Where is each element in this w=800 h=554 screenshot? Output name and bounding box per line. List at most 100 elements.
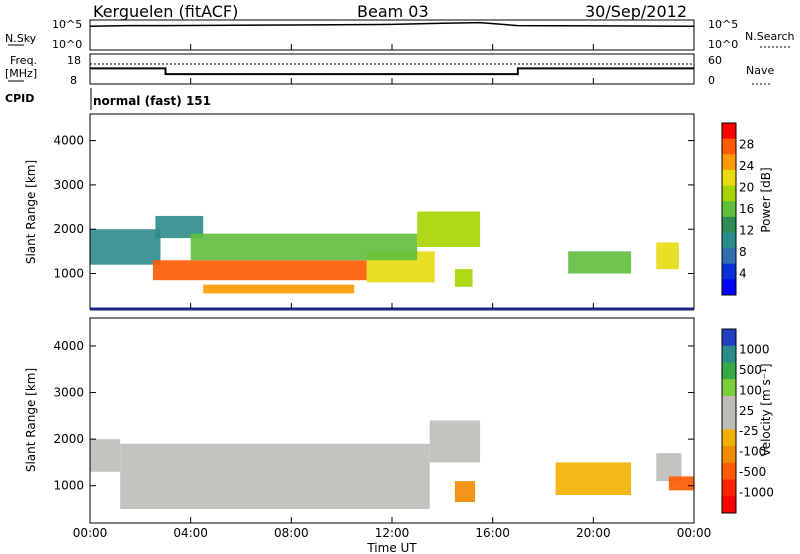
power-colorbar-frame — [721, 122, 737, 296]
velocity-ytick-label-1000: 1000 — [53, 479, 84, 493]
freq-left-label-2: [MHz] — [5, 67, 37, 80]
power-region-4 — [190, 233, 418, 261]
xtick-label-4: 16:00 — [475, 526, 510, 540]
power-ylabel: Slant Range [km] — [24, 160, 38, 264]
power-colorbar: 28 24 20 16 12 8 4 — [721, 122, 754, 296]
velocity-colorbar-swatch-5 — [722, 412, 736, 430]
velocity-colorbar-tick-5: -100 — [739, 445, 766, 459]
power-ytick-label-2000: 2000 — [53, 222, 84, 236]
time-xaxis: 00:00 04:00 08:00 12:00 16:00 20:00 00:00 — [73, 44, 712, 540]
velocity-colorbar: 1000 500 100 25 -25 -100 -500 -1000 — [721, 328, 774, 514]
velocity-colorbar-swatch-8 — [722, 462, 736, 481]
xtick-label-6: 00:00 — [677, 526, 712, 540]
power-colorbar-tick-3: 16 — [739, 202, 754, 216]
power-colorbar-swatch-5 — [722, 201, 736, 218]
velocity-region-1 — [120, 443, 430, 510]
nave-tick-top: 60 — [708, 54, 722, 67]
freq-line — [90, 67, 694, 76]
power-ytick-label-3000: 3000 — [53, 178, 84, 192]
velocity-colorbar-label: Velocity [m s⁻¹] — [759, 363, 773, 456]
velocity-ytick-label-4000: 4000 — [53, 339, 84, 353]
power-region-7 — [454, 269, 473, 287]
freq-left-label-1: Freq. — [10, 54, 37, 67]
power-colorbar-tick-4: 12 — [739, 224, 754, 238]
power-colorbar-swatch-6 — [722, 216, 736, 233]
xtick-label-3: 12:00 — [375, 526, 410, 540]
velocity-ytick-label-2000: 2000 — [53, 432, 84, 446]
power-colorbar-swatch-4 — [722, 185, 736, 202]
power-colorbar-swatch-0 — [722, 123, 736, 140]
velocity-colorbar-swatch-6 — [722, 429, 736, 447]
freq-tick-bottom: 8 — [70, 74, 77, 87]
velocity-region-0 — [90, 439, 121, 472]
power-colorbar-swatch-1 — [722, 138, 736, 155]
velocity-region-6 — [668, 476, 694, 491]
power-heatmap — [90, 211, 679, 294]
station-title: Kerguelen (fitACF) — [93, 2, 238, 21]
noise-tick-top-right: 10^5 — [708, 18, 738, 31]
velocity-colorbar-swatch-4 — [722, 395, 736, 414]
velocity-yaxis: 1000 2000 3000 4000 — [53, 339, 694, 493]
velocity-ylabel: Slant Range [km] — [24, 368, 38, 472]
noise-tick-bottom-right: 10^0 — [708, 38, 738, 51]
velocity-colorbar-swatch-3 — [722, 379, 736, 397]
nave-right-label: Nave — [746, 64, 774, 77]
velocity-colorbar-tick-3: 25 — [739, 404, 754, 418]
velocity-colorbar-tick-7: -1000 — [739, 486, 774, 500]
velocity-region-3 — [454, 481, 476, 503]
velocity-region-2 — [429, 420, 481, 463]
power-colorbar-swatch-8 — [722, 248, 736, 265]
power-ytick-label-4000: 4000 — [53, 134, 84, 148]
velocity-colorbar-swatch-1 — [722, 345, 736, 363]
xtick-label-0: 00:00 — [73, 526, 108, 540]
power-colorbar-label: Power [dB] — [759, 167, 773, 232]
beam-title: Beam 03 — [357, 2, 429, 21]
noise-sky-line — [89, 21, 695, 27]
xtick-label-5: 20:00 — [576, 526, 611, 540]
power-colorbar-swatch-9 — [722, 263, 736, 280]
velocity-colorbar-tick-6: -500 — [739, 465, 766, 479]
velocity-region-4 — [555, 462, 632, 496]
xtick-label-1: 04:00 — [173, 526, 208, 540]
power-region-8 — [568, 251, 632, 274]
power-region-2 — [152, 260, 367, 281]
power-colorbar-swatch-3 — [722, 169, 736, 187]
power-colorbar-swatch-2 — [722, 154, 736, 171]
power-region-0 — [90, 229, 161, 265]
noise-tick-bottom-left: 10^0 — [52, 38, 82, 51]
cpid-mode: normal (fast) 151 — [93, 94, 211, 108]
power-region-5 — [203, 284, 355, 294]
xaxis-label: Time UT — [366, 541, 417, 554]
velocity-colorbar-tick-4: -25 — [739, 424, 759, 438]
noise-left-label: N.Sky — [5, 32, 37, 45]
power-region-1 — [155, 215, 204, 239]
nave-tick-bottom: 0 — [708, 74, 715, 87]
power-yaxis: 1000 2000 3000 4000 — [53, 134, 694, 281]
freq-tick-top: 18 — [67, 54, 81, 67]
velocity-colorbar-swatch-10 — [722, 496, 736, 514]
power-ytick-label-1000: 1000 — [53, 267, 84, 281]
date-title: 30/Sep/2012 — [585, 2, 687, 21]
power-colorbar-tick-1: 24 — [739, 159, 754, 173]
velocity-colorbar-swatch-0 — [722, 329, 736, 347]
velocity-colorbar-tick-2: 100 — [739, 383, 762, 397]
power-colorbar-tick-5: 8 — [739, 245, 747, 259]
power-colorbar-tick-2: 20 — [739, 181, 754, 195]
velocity-colorbar-swatch-7 — [722, 446, 736, 464]
velocity-ytick-label-3000: 3000 — [53, 386, 84, 400]
velocity-colorbar-tick-1: 500 — [739, 363, 762, 377]
power-colorbar-swatch-7 — [722, 232, 736, 249]
velocity-colorbar-tick-0: 1000 — [739, 342, 770, 356]
xtick-label-2: 08:00 — [274, 526, 309, 540]
power-region-9 — [656, 242, 679, 270]
power-region-6 — [417, 211, 481, 247]
velocity-colorbar-swatch-2 — [722, 362, 736, 380]
noise-right-label: N.Search — [745, 30, 795, 43]
noise-tick-top-left: 10^5 — [52, 18, 82, 31]
power-colorbar-swatch-10 — [722, 279, 736, 296]
power-colorbar-tick-0: 28 — [739, 138, 754, 152]
velocity-colorbar-swatch-9 — [722, 479, 736, 497]
cpid-label: CPID — [5, 92, 34, 105]
velocity-heatmap — [90, 420, 694, 510]
